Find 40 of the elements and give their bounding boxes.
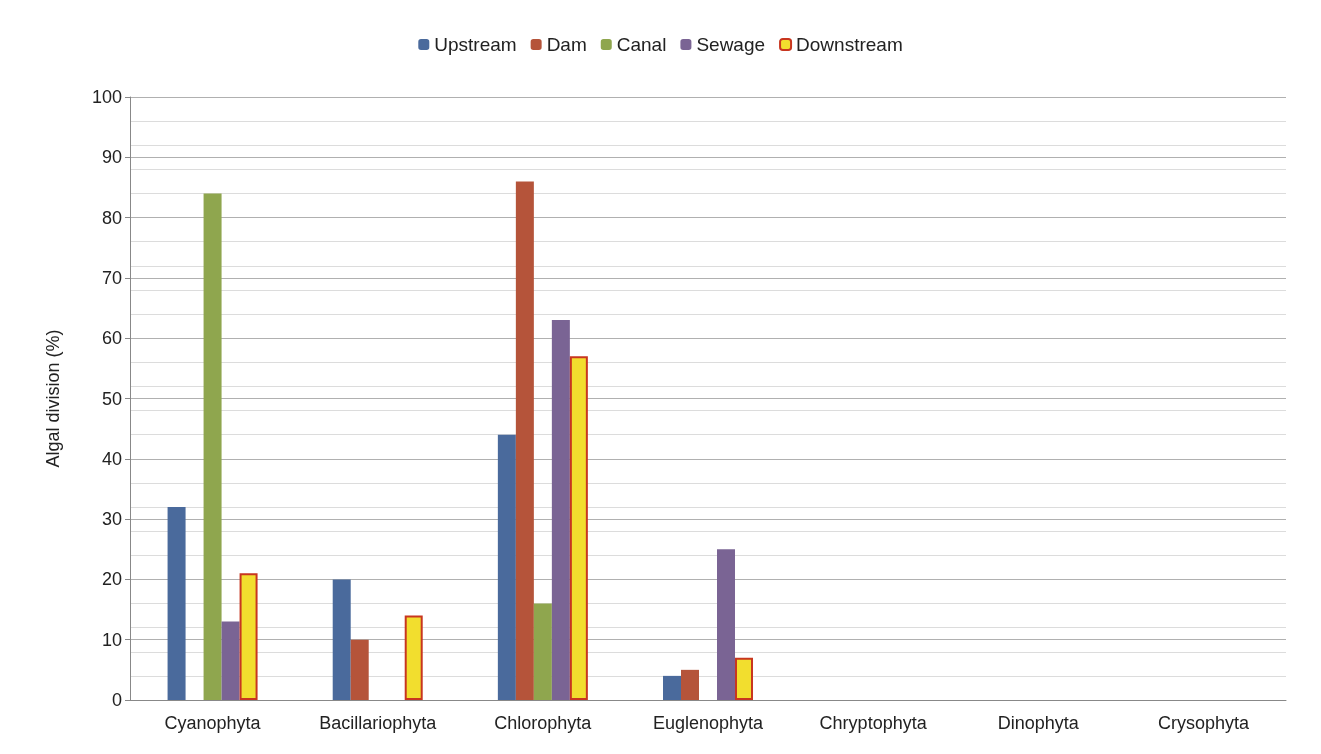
y-tick-label: 80: [101, 207, 122, 228]
legend-label: Canal: [616, 34, 667, 55]
legend-label: Downstream: [796, 34, 903, 55]
bar: [551, 320, 570, 700]
legend-label: Upstream: [434, 34, 517, 55]
y-tick-label: 50: [101, 388, 122, 409]
y-tick-label: 60: [101, 328, 122, 349]
x-tick-label: Chryptophyta: [819, 713, 928, 733]
legend-label: Dam: [546, 34, 587, 55]
bar: [533, 603, 552, 700]
y-tick-label: 40: [101, 448, 122, 469]
bar: [404, 615, 423, 700]
x-tick-label: Cyanophyta: [164, 713, 262, 733]
bar: [332, 579, 351, 700]
x-tick-label: Crysophyta: [1157, 713, 1250, 733]
y-tick-label: 90: [101, 147, 122, 168]
y-tick-label: 100: [91, 87, 122, 107]
x-tick-label: Dinophyta: [997, 713, 1080, 733]
y-tick-label: 10: [101, 629, 122, 650]
y-tick-label: 0: [111, 690, 122, 710]
bar: [167, 507, 186, 700]
bar: [497, 434, 516, 700]
y-axis-title: Algal division (%): [43, 329, 63, 468]
bar: [717, 549, 735, 700]
y-tick-label: 20: [101, 569, 122, 590]
bar: [203, 193, 222, 700]
bar: [735, 657, 753, 700]
x-tick-label: Chlorophyta: [494, 713, 593, 733]
bar: [681, 669, 699, 700]
y-tick-label: 70: [101, 267, 122, 288]
bar: [350, 639, 369, 700]
bar: [221, 621, 240, 700]
bar: [663, 675, 681, 700]
bar: [569, 356, 588, 700]
x-tick-label: Euglenophyta: [652, 713, 765, 733]
bar: [515, 181, 534, 700]
bar: [239, 573, 258, 700]
legend-label: Sewage: [696, 34, 766, 55]
y-tick-label: 30: [101, 509, 122, 530]
x-tick-label: Bacillariophyta: [319, 713, 438, 733]
